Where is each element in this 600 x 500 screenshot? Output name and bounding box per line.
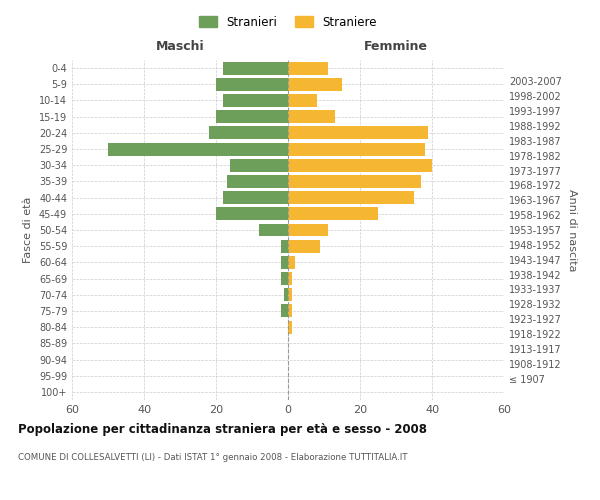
Text: Popolazione per cittadinanza straniera per età e sesso - 2008: Popolazione per cittadinanza straniera p… [18, 422, 427, 436]
Bar [216, 78, 288, 91]
Bar [281, 304, 288, 318]
Legend: Stranieri, Straniere: Stranieri, Straniere [194, 11, 382, 34]
Bar [288, 126, 428, 140]
Text: COMUNE DI COLLESALVETTI (LI) - Dati ISTAT 1° gennaio 2008 - Elaborazione TUTTITA: COMUNE DI COLLESALVETTI (LI) - Dati ISTA… [18, 452, 407, 462]
Bar [227, 175, 288, 188]
Bar [288, 78, 342, 91]
Y-axis label: Fasce di età: Fasce di età [23, 197, 33, 263]
Bar [216, 208, 288, 220]
Bar [216, 110, 288, 123]
Bar [288, 94, 317, 107]
Bar [288, 288, 292, 301]
Bar [288, 142, 425, 156]
Text: Femmine: Femmine [364, 40, 428, 53]
Bar [281, 256, 288, 269]
Bar [288, 191, 414, 204]
Bar [223, 191, 288, 204]
Bar [288, 272, 292, 285]
Bar [288, 110, 335, 123]
Bar [281, 272, 288, 285]
Bar [288, 159, 432, 172]
Bar [288, 256, 295, 269]
Bar [230, 159, 288, 172]
Bar [288, 208, 378, 220]
Bar [281, 240, 288, 252]
Bar [288, 304, 292, 318]
Bar [223, 62, 288, 74]
Text: Maschi: Maschi [155, 40, 205, 53]
Bar [259, 224, 288, 236]
Bar [108, 142, 288, 156]
Bar [288, 62, 328, 74]
Bar [288, 320, 292, 334]
Bar [223, 94, 288, 107]
Bar [288, 175, 421, 188]
Bar [288, 224, 328, 236]
Y-axis label: Anni di nascita: Anni di nascita [567, 188, 577, 271]
Bar [284, 288, 288, 301]
Bar [209, 126, 288, 140]
Bar [288, 240, 320, 252]
